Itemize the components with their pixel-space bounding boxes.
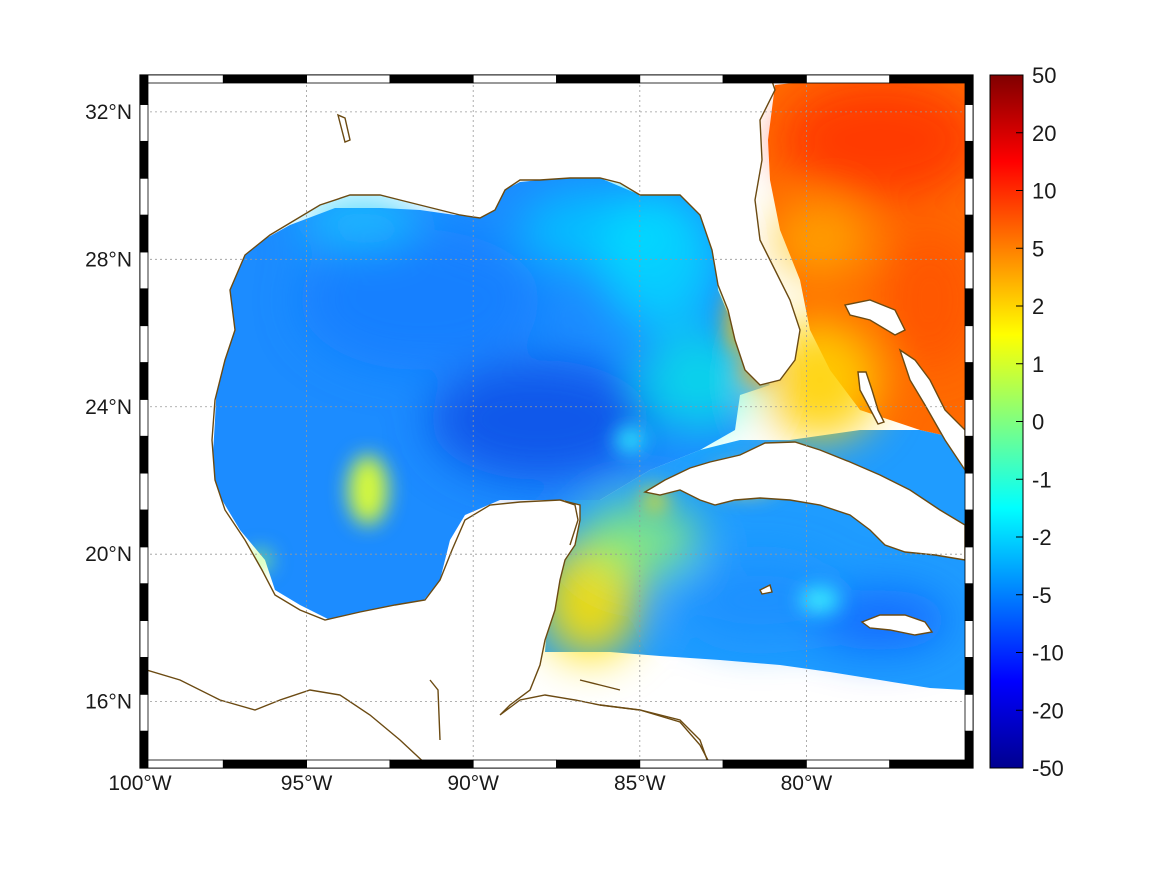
frame-segment xyxy=(139,325,149,363)
frame-segment xyxy=(556,74,641,84)
frame-segment xyxy=(964,288,974,327)
frame-segment xyxy=(964,214,974,253)
coastline-detail xyxy=(140,499,713,768)
small-island xyxy=(759,583,773,595)
lon-tick-label: 100°W xyxy=(108,772,171,795)
frame-segment xyxy=(389,759,474,769)
frame-segment xyxy=(964,362,974,400)
frame-segment xyxy=(964,398,974,437)
lon-tick-label: 95°W xyxy=(281,772,333,795)
frame-segment xyxy=(139,693,149,732)
small-island xyxy=(336,113,351,143)
frame-segment xyxy=(139,546,149,585)
frame-segment xyxy=(722,74,807,84)
frame-segment xyxy=(139,435,149,474)
longitude-tick-labels: 100°W 95°W 90°W 85°W 80°W xyxy=(108,772,832,795)
frame-segment xyxy=(139,620,149,658)
frame-segment xyxy=(964,472,974,511)
colorbar-tick-label: -10 xyxy=(1032,641,1064,666)
frame-segment xyxy=(964,177,974,216)
frame-segment xyxy=(964,657,974,695)
colorbar-tick-label: -20 xyxy=(1032,698,1064,723)
land-masses xyxy=(140,75,966,768)
frame-segment xyxy=(806,759,891,769)
colorbar-tick-label: -5 xyxy=(1032,583,1052,608)
frame-segment xyxy=(722,759,807,769)
frame-segment xyxy=(556,759,641,769)
frame-segment xyxy=(139,140,149,179)
frame-segment xyxy=(472,759,557,769)
frame-segment xyxy=(889,759,974,769)
lat-tick-label: 20°N xyxy=(85,543,132,566)
colorbar-tick-label: 1 xyxy=(1032,352,1044,377)
lon-tick-label: 85°W xyxy=(614,772,666,795)
frame-segment xyxy=(964,620,974,658)
frame-segment xyxy=(964,583,974,621)
frame-segment xyxy=(964,104,974,142)
frame-segment xyxy=(222,74,308,84)
frame-segment xyxy=(139,730,149,769)
frame-segment xyxy=(964,693,974,732)
lon-tick-label: 90°W xyxy=(447,772,499,795)
lon-tick-label: 80°W xyxy=(781,772,833,795)
frame-segment xyxy=(964,509,974,548)
frame-segment xyxy=(306,759,391,769)
lat-tick-label: 24°N xyxy=(85,396,132,419)
lat-tick-label: 16°N xyxy=(85,691,132,714)
north-america-land xyxy=(140,75,801,768)
bahamas-andros xyxy=(843,299,906,336)
latitude-tick-labels: 16°N 20°N 24°N 28°N 32°N xyxy=(85,101,132,714)
bahamas-land xyxy=(857,371,885,425)
frame-segment xyxy=(139,177,149,216)
frame-segment xyxy=(964,74,974,105)
frame-segment xyxy=(639,759,724,769)
lat-tick-label: 28°N xyxy=(85,248,132,271)
frame-segment xyxy=(806,74,891,84)
colorbar-tick-label: 50 xyxy=(1032,63,1056,88)
colorbar-tick-label: 0 xyxy=(1032,410,1044,435)
colorbar-tick-label: -2 xyxy=(1032,525,1052,550)
frame-segment xyxy=(139,74,224,84)
frame-segment xyxy=(139,398,149,437)
frame-segment xyxy=(964,435,974,474)
frame-segment xyxy=(139,104,149,142)
frame-segment xyxy=(964,325,974,363)
colorbar-tick-label: 5 xyxy=(1032,236,1044,261)
frame-checkerboard xyxy=(139,74,974,769)
frame-segment xyxy=(139,362,149,400)
lat-tick-label: 32°N xyxy=(85,101,132,124)
frame-segment xyxy=(139,657,149,695)
frame-segment xyxy=(639,74,724,84)
frame-segment xyxy=(139,759,224,769)
colorbar-tick-label: 20 xyxy=(1032,121,1056,146)
colorbar-tick-label: -1 xyxy=(1032,467,1052,492)
jamaica-land xyxy=(860,614,934,636)
cuba-land xyxy=(643,441,966,561)
frame-segment xyxy=(889,74,974,84)
map-grid xyxy=(140,75,973,768)
frame-segment xyxy=(139,251,149,290)
frame-segment xyxy=(139,214,149,253)
frame-segment xyxy=(139,509,149,548)
frame-segment xyxy=(964,546,974,585)
frame-segment xyxy=(964,730,974,769)
frame-segment xyxy=(222,759,308,769)
frame-segment xyxy=(139,583,149,621)
frame-segment xyxy=(306,74,391,84)
colorbar-tick-label: 10 xyxy=(1032,179,1056,204)
colorbar-tick-label: 2 xyxy=(1032,294,1044,319)
frame-segment xyxy=(472,74,557,84)
frame-segment xyxy=(389,74,474,84)
frame-segment xyxy=(139,288,149,327)
frame-segment xyxy=(964,251,974,290)
colorbar-tick-label: -50 xyxy=(1032,756,1064,781)
frame-segment xyxy=(139,74,149,105)
frame-segment xyxy=(139,472,149,511)
frame-segment xyxy=(964,140,974,179)
